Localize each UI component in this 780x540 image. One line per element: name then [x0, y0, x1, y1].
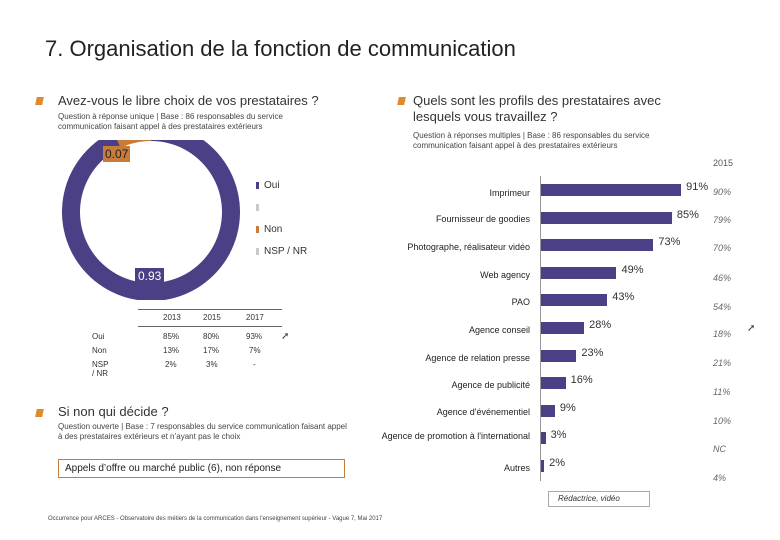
- table-cell: 17%: [203, 346, 220, 355]
- table-row-label: Non: [92, 346, 107, 355]
- hbar-bar: [541, 266, 617, 279]
- hbar-value-label: 16%: [570, 374, 593, 387]
- hbar-comparison-2015: 4%: [713, 473, 727, 483]
- trend-up-arrow-icon: ➚: [747, 323, 756, 334]
- table-header-2015: 2015: [203, 313, 221, 322]
- hbar-category-label: Photographe, réalisateur vidéo: [407, 242, 530, 252]
- hbar-category-label: Agence de relation presse: [425, 353, 530, 363]
- donut-label-non: 0.07: [103, 146, 131, 162]
- hbar-bar: [541, 404, 555, 417]
- legend-label: NSP / NR: [264, 246, 308, 257]
- hbar-category-label: Web agency: [480, 270, 530, 280]
- hbar-bar: [541, 211, 672, 224]
- hbar-bar: [541, 432, 546, 445]
- trend-up-arrow-icon: ➚: [281, 331, 290, 342]
- table-cell: 7%: [249, 346, 261, 355]
- table-cell: 2%: [165, 360, 177, 369]
- hbar-category-label: Agence conseil: [468, 325, 530, 335]
- hbar-category-label: PAO: [511, 297, 530, 307]
- right-question-note: Question à réponses multiples | Base : 8…: [413, 131, 650, 150]
- legend-label: Non: [264, 224, 283, 235]
- page-title: 7. Organisation de la fonction de commun…: [45, 36, 516, 61]
- hbar-category-label: Agence de publicité: [451, 380, 530, 390]
- table-cell: -: [253, 360, 256, 369]
- donut-label-oui: 0.93: [135, 268, 165, 284]
- table-header-rule: [138, 326, 282, 327]
- hbar-bar: [541, 294, 608, 307]
- table-cell: 80%: [203, 332, 220, 341]
- hbar-value-label: 2%: [549, 457, 565, 469]
- hbar-comparison-2015: 21%: [713, 358, 732, 368]
- hbar-value-label: 3%: [550, 429, 567, 442]
- comparison-year-label: 2015: [713, 158, 734, 168]
- hbar-category-label: Agence de promotion à l'international: [381, 431, 530, 441]
- hbar-category-label: Imprimeur: [489, 188, 530, 198]
- donut-slice-non: [117, 140, 151, 148]
- table-cell: 93%: [246, 332, 263, 341]
- table-header-2017: 2017: [246, 313, 264, 322]
- donut-chart: [62, 140, 240, 300]
- right-question-heading: Quels sont les profils des prestataires …: [413, 93, 661, 124]
- table-top-rule: [138, 309, 282, 310]
- hbar-comparison-2015: 46%: [713, 273, 732, 283]
- left-question-heading: Avez-vous le libre choix de vos prestata…: [58, 93, 319, 108]
- hbar-bar: [541, 239, 654, 252]
- hbar-bar: [541, 460, 545, 472]
- table-row-label: Oui: [92, 332, 105, 341]
- second-question-heading: Si non qui décide ?: [58, 404, 169, 419]
- hbar-comparison-2015: NC: [713, 444, 726, 454]
- hbar-category-label: Agence d'événementiel: [436, 407, 530, 417]
- hbar-comparison-2015: 54%: [713, 302, 732, 312]
- hbar-category-label: Fournisseur de goodies: [435, 214, 530, 224]
- legend-item-blank: [256, 202, 307, 224]
- hbar-value-label: 73%: [658, 236, 681, 249]
- hbar-bar: [541, 377, 566, 390]
- footer-source: Occurrence pour ARCES - Observatoire des…: [48, 516, 383, 522]
- table-row-label: NSP / NR: [92, 360, 109, 378]
- hbar-value-label: 9%: [559, 401, 576, 414]
- legend-item-oui: Oui: [256, 180, 307, 202]
- hbar-comparison-2015: 11%: [713, 387, 731, 397]
- hbar-value-label: 43%: [612, 291, 635, 304]
- left-question-note: Question à réponse unique | Base : 86 re…: [58, 112, 283, 131]
- legend-label: Oui: [264, 180, 280, 191]
- second-question-note: Question ouverte | Base : 7 responsables…: [58, 422, 347, 441]
- hbar-bar: [541, 349, 577, 362]
- redactrice-box: [548, 491, 650, 507]
- hbar-bar: [541, 184, 682, 196]
- hbar-axis-line: [540, 176, 541, 481]
- hbar-value-label: 49%: [621, 263, 644, 276]
- donut-legend: Oui Non NSP / NR: [256, 180, 307, 268]
- hbar-comparison-2015: 79%: [713, 215, 732, 225]
- table-header-2013: 2013: [163, 313, 181, 322]
- table-cell: 3%: [206, 360, 218, 369]
- answer-callout: Appels d’offre ou marché public (6), non…: [58, 459, 345, 478]
- hbar-bar: [541, 322, 585, 334]
- table-cell: 13%: [163, 346, 180, 355]
- hbar-comparison-2015: 90%: [713, 187, 732, 197]
- table-cell: 85%: [163, 332, 180, 341]
- hbar-comparison-2015: 70%: [713, 243, 732, 253]
- hbar-comparison-2015: 10%: [713, 416, 732, 426]
- hbar-value-label: 28%: [589, 319, 612, 331]
- hbar-value-label: 91%: [686, 181, 709, 193]
- redactrice-label: Rédactrice, vidéo: [558, 494, 620, 503]
- legend-item-nsp: NSP / NR: [256, 246, 307, 268]
- hbar-value-label: 85%: [676, 208, 699, 221]
- hbar-value-label: 23%: [581, 346, 604, 359]
- hbar-category-label: Autres: [503, 463, 530, 473]
- legend-item-non: Non: [256, 224, 307, 246]
- hbar-comparison-2015: 18%: [713, 329, 732, 339]
